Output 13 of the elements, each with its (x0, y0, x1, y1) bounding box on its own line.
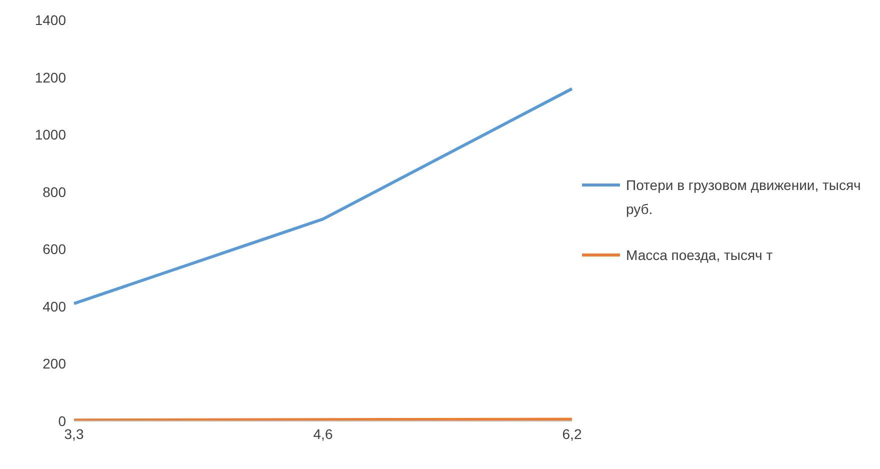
legend-label: Потери в грузовом движении, тысяч руб. (626, 176, 862, 219)
x-tick-label: 3,3 (64, 426, 84, 442)
y-tick-label: 1200 (34, 69, 66, 86)
legend-label: Масса поезда, тысяч т (626, 246, 773, 265)
y-tick-label: 1000 (34, 126, 66, 143)
y-tick-label: 200 (42, 356, 66, 372)
y-tick-label: 400 (42, 298, 66, 314)
y-tick-label: 1400 (34, 12, 66, 28)
y-tick-label: 800 (42, 184, 66, 200)
x-tick-label: 6,2 (562, 426, 582, 442)
y-tick-label: 600 (42, 241, 66, 258)
x-tick-label: 4,6 (313, 426, 333, 442)
y-tick-label: 0 (58, 412, 66, 429)
